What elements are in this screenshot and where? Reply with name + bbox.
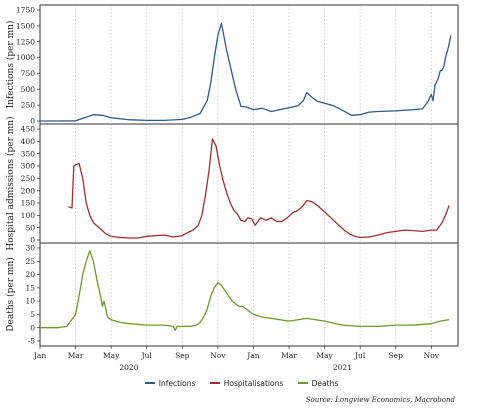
y-tick-label-deaths: 20: [25, 270, 35, 279]
y-tick-label-hospitalisations: 450: [21, 125, 36, 134]
y-tick-label-hospitalisations: 100: [21, 211, 36, 220]
y-tick-label-deaths: 10: [25, 297, 35, 306]
legend-item-infections: Infections: [144, 378, 196, 388]
x-year-label: 2021: [333, 363, 352, 372]
y-tick-label-hospitalisations: 400: [21, 137, 36, 146]
y-axis-label-hospitalisations: Hospital admissions (per mn): [5, 116, 16, 250]
y-tick-label-hospitalisations: 300: [21, 162, 36, 171]
x-tick-label: Jul: [354, 351, 366, 360]
series-line-infections: [40, 22, 452, 122]
y-tick-label-infections: 0: [30, 117, 35, 126]
y-tick-label-deaths: 5: [30, 310, 35, 319]
y-tick-label-infections: 250: [21, 101, 36, 110]
x-tick-label: May: [316, 351, 333, 360]
source-note: Source: Longview Economics, Macrobond: [305, 396, 455, 404]
x-tick-label: Nov: [210, 351, 226, 360]
y-axis-label-infections: Infections (per mn): [5, 21, 16, 109]
y-tick-label-infections: 1500: [16, 21, 35, 30]
y-tick-label-hospitalisations: 350: [21, 149, 36, 158]
legend-label-infections: Infections: [158, 378, 196, 388]
x-tick-label: Jul: [141, 351, 153, 360]
y-tick-label-deaths: 30: [25, 244, 35, 253]
x-tick-label: Sep: [389, 351, 404, 360]
y-tick-label-infections: 1000: [16, 53, 35, 62]
y-tick-label-hospitalisations: 0: [30, 236, 35, 245]
legend-label-deaths: Deaths: [311, 378, 339, 388]
panel-frame-deaths: [39, 242, 459, 347]
x-tick-label: Jan: [246, 351, 259, 360]
x-tick-label: Nov: [424, 351, 440, 360]
y-tick-label-deaths: -5: [28, 337, 36, 346]
panel-frame-hospitalisations: [39, 123, 459, 244]
y-tick-label-deaths: 15: [25, 283, 35, 292]
x-tick-label: Jan: [33, 351, 46, 360]
y-tick-label-deaths: 25: [25, 257, 35, 266]
y-tick-label-hospitalisations: 150: [21, 199, 36, 208]
y-tick-label-infections: 500: [21, 85, 36, 94]
y-tick-label-deaths: 0: [30, 323, 35, 332]
series-line-deaths: [40, 250, 450, 332]
y-tick-label-infections: 1750: [16, 6, 35, 15]
y-tick-label-hospitalisations: 50: [25, 223, 35, 232]
series-line-hospitalisations: [68, 138, 450, 239]
x-year-label: 2020: [119, 363, 138, 372]
x-tick-label: Sep: [175, 351, 190, 360]
legend-item-hospitalisations: Hospitalisations: [209, 378, 284, 388]
y-tick-label-infections: 750: [21, 69, 36, 78]
legend-swatch-hospitalisations: [209, 382, 220, 384]
legend: Infections Hospitalisations Deaths: [0, 377, 483, 388]
x-tick-label: Mar: [68, 351, 84, 360]
y-axis-label-deaths: Deaths (per mn): [5, 257, 16, 331]
legend-swatch-deaths: [297, 382, 308, 384]
y-tick-label-infections: 1250: [16, 37, 35, 46]
legend-label-hospitalisations: Hospitalisations: [223, 378, 284, 388]
y-tick-label-hospitalisations: 250: [21, 174, 36, 183]
legend-item-deaths: Deaths: [297, 378, 339, 388]
legend-swatch-infections: [144, 382, 155, 384]
y-tick-label-hospitalisations: 200: [21, 186, 36, 195]
panel-frame-infections: [39, 4, 459, 125]
x-tick-label: May: [103, 351, 120, 360]
x-tick-label: Mar: [281, 351, 297, 360]
